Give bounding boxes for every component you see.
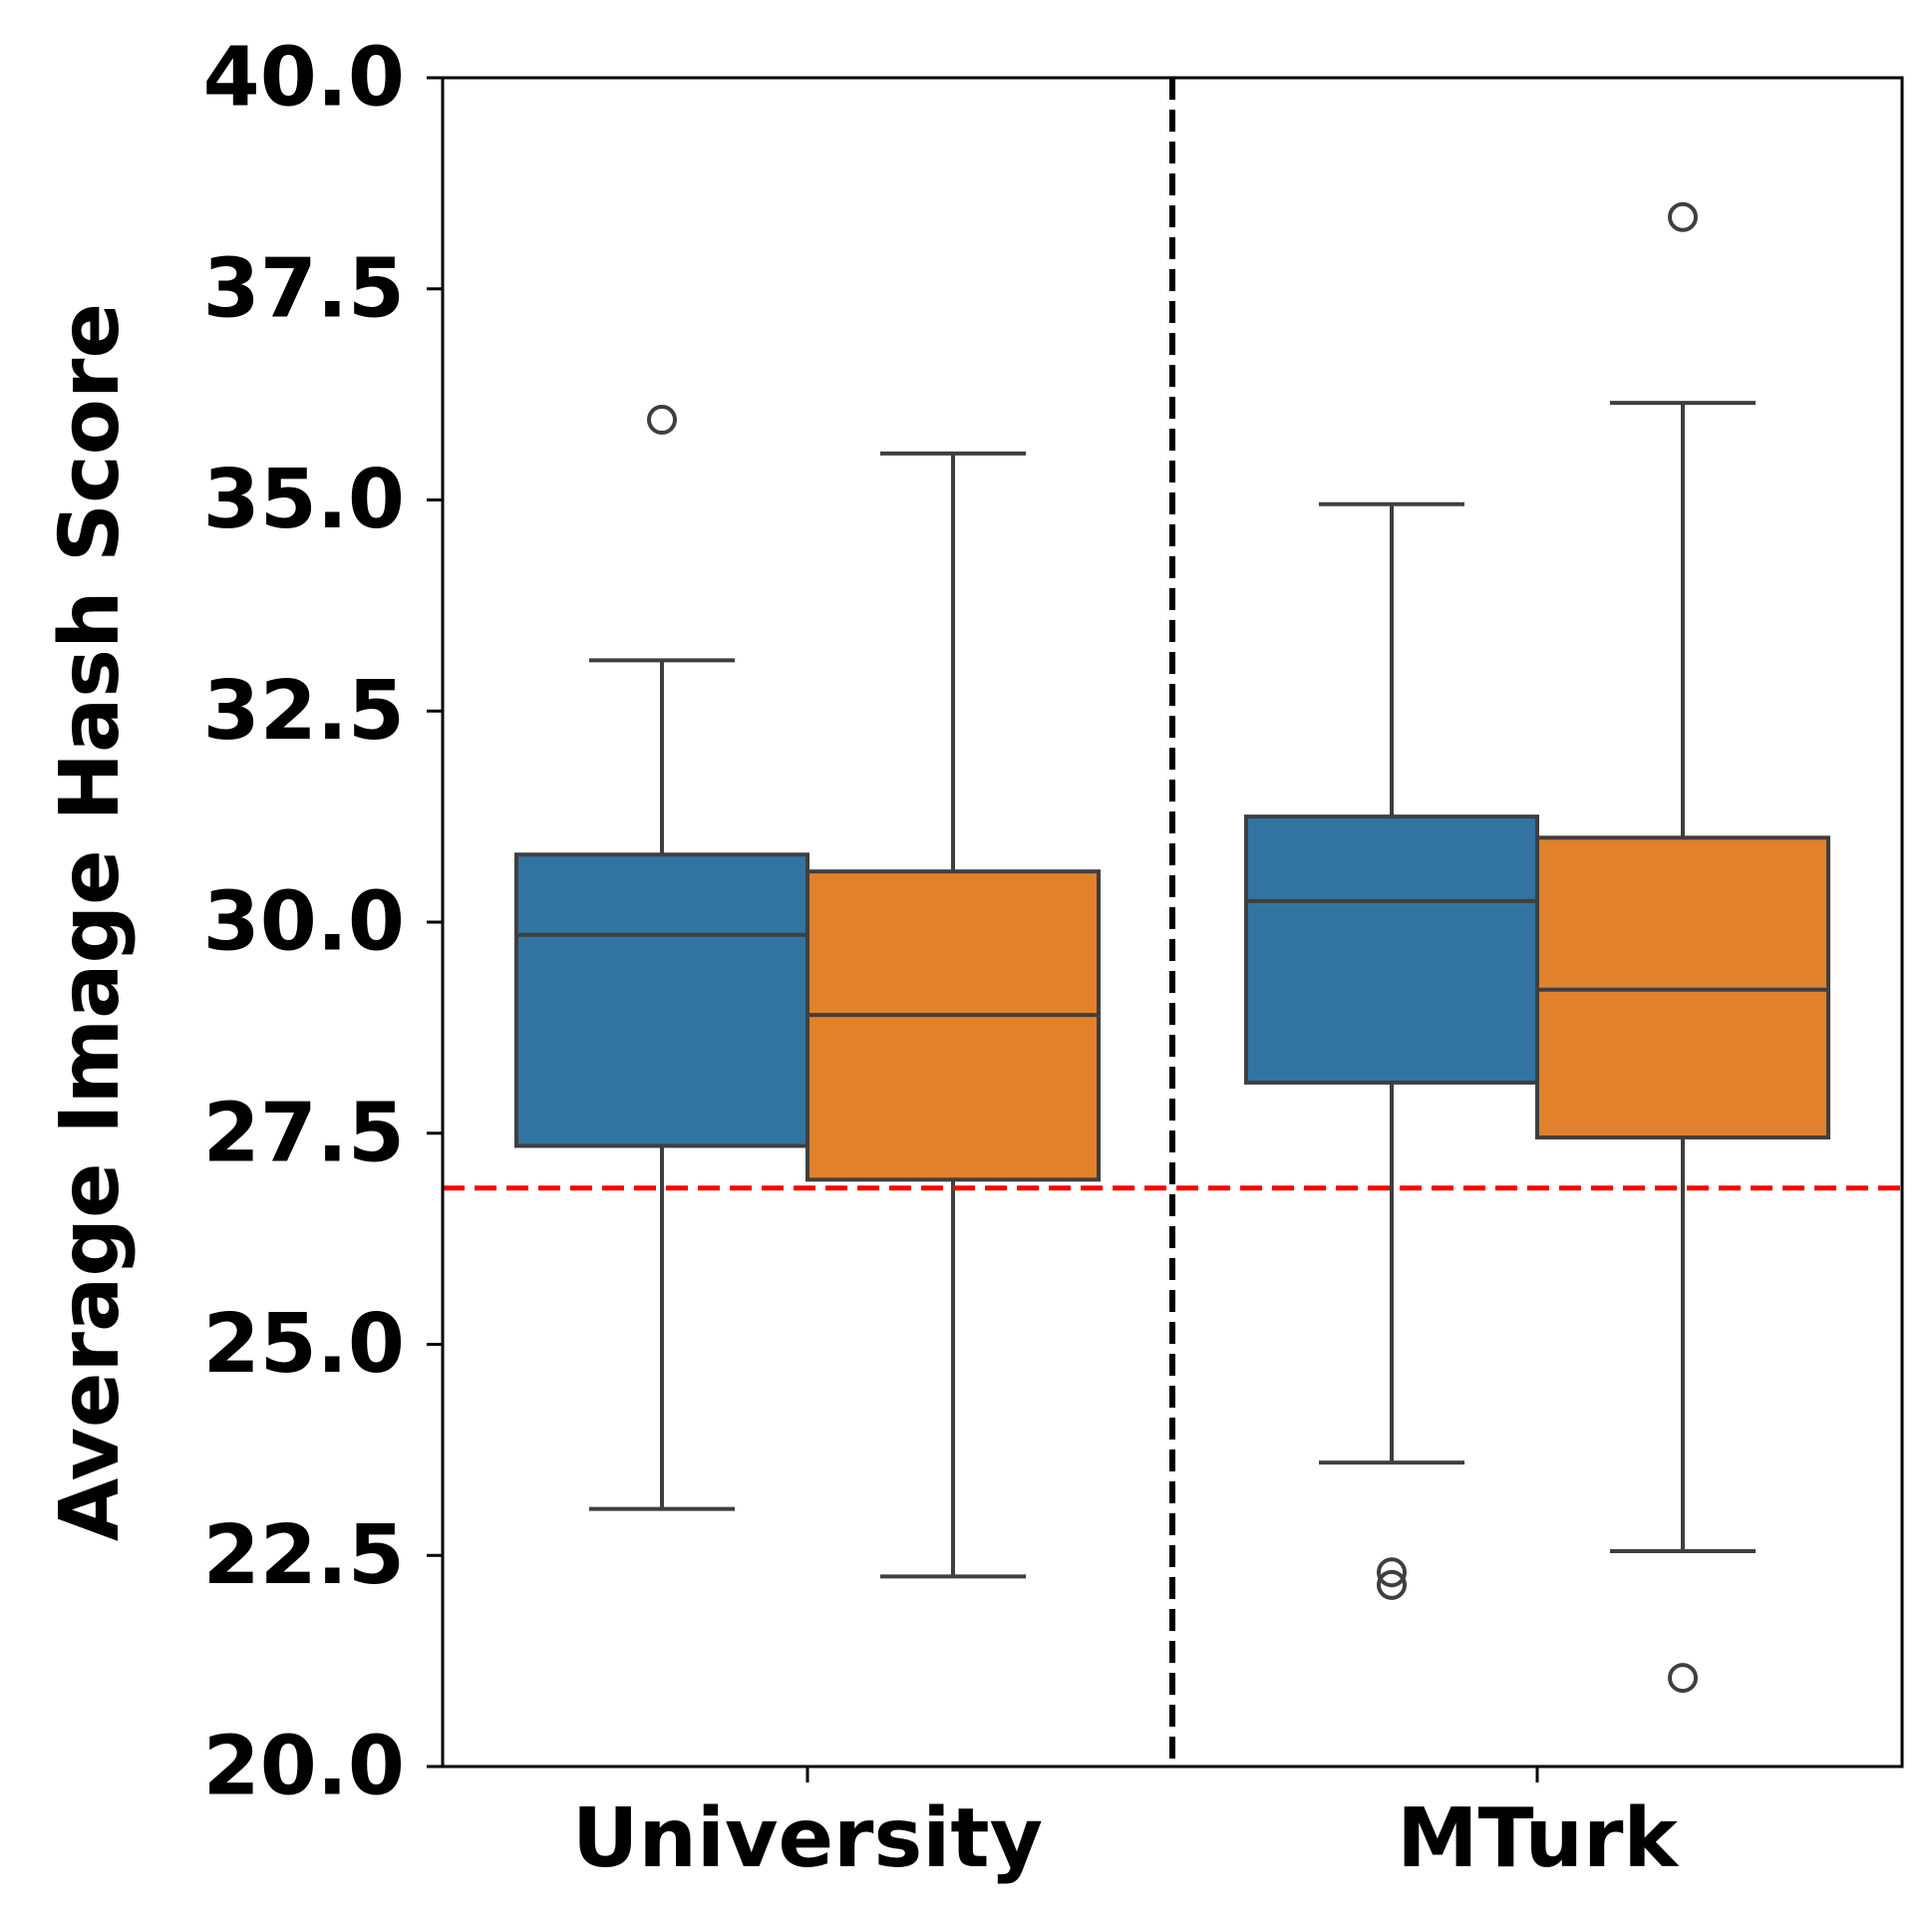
outlier-point-mturk-1-0 [1668,1663,1698,1694]
y-tick-label: 37.5 [203,241,405,336]
y-tick-label: 40.0 [203,31,405,126]
axes: 20.0 22.5 25.0 27.5 30.0 32.5 35.0 37.5 40.0 Univ… [203,31,1904,1886]
plot-area [443,78,1902,1767]
x-tick-label-mturk: MTurk [1397,1791,1680,1886]
box-mturk-0 [1244,814,1539,1085]
box-university-0 [514,852,809,1148]
box-mturk-1 [1535,835,1830,1139]
y-tick-label: 22.5 [203,1508,405,1603]
y-tick-label: 30.0 [203,875,405,970]
outlier-point-mturk-0-0 [1377,1557,1407,1588]
y-tick-label: 32.5 [203,664,405,759]
y-tick-label: 25.0 [203,1297,405,1392]
y-tick-label: 27.5 [203,1086,405,1180]
y-tick-label: 20.0 [203,1720,405,1814]
outlier-point-mturk-1-1 [1668,201,1698,232]
y-tick-label: 35.0 [203,453,405,547]
outlier-point-university-0-0 [647,405,677,436]
x-tick-label-university: University [572,1791,1043,1886]
outlier-point-mturk-0-1 [1377,1569,1407,1600]
box-university-1 [805,869,1101,1182]
y-axis-label: Average Image Hash Score [43,303,138,1541]
